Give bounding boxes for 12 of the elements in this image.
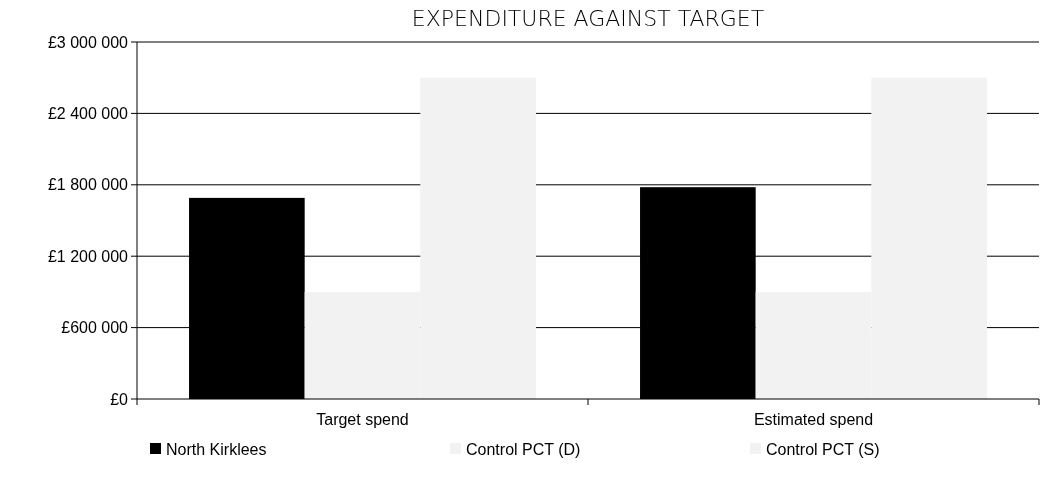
chart-title: EXPENDITURE AGAINST TARGET [411,6,765,31]
y-tick-label: £600 000 [61,319,129,337]
x-tick-label: Estimated spend [753,411,874,428]
legend-label: North Kirklees [166,440,267,458]
y-tick-label: £2 400 000 [47,105,129,122]
y-tick-label: £1 200 000 [47,247,129,265]
y-tick-label: £0 [110,390,129,408]
x-tick-label: Target spend [316,411,409,428]
legend-label: Control PCT (S) [766,440,880,458]
legend-label: Control PCT (D) [466,440,581,458]
y-tick-label: £1 800 000 [47,176,129,194]
y-tick-label: £3 000 000 [47,33,129,51]
